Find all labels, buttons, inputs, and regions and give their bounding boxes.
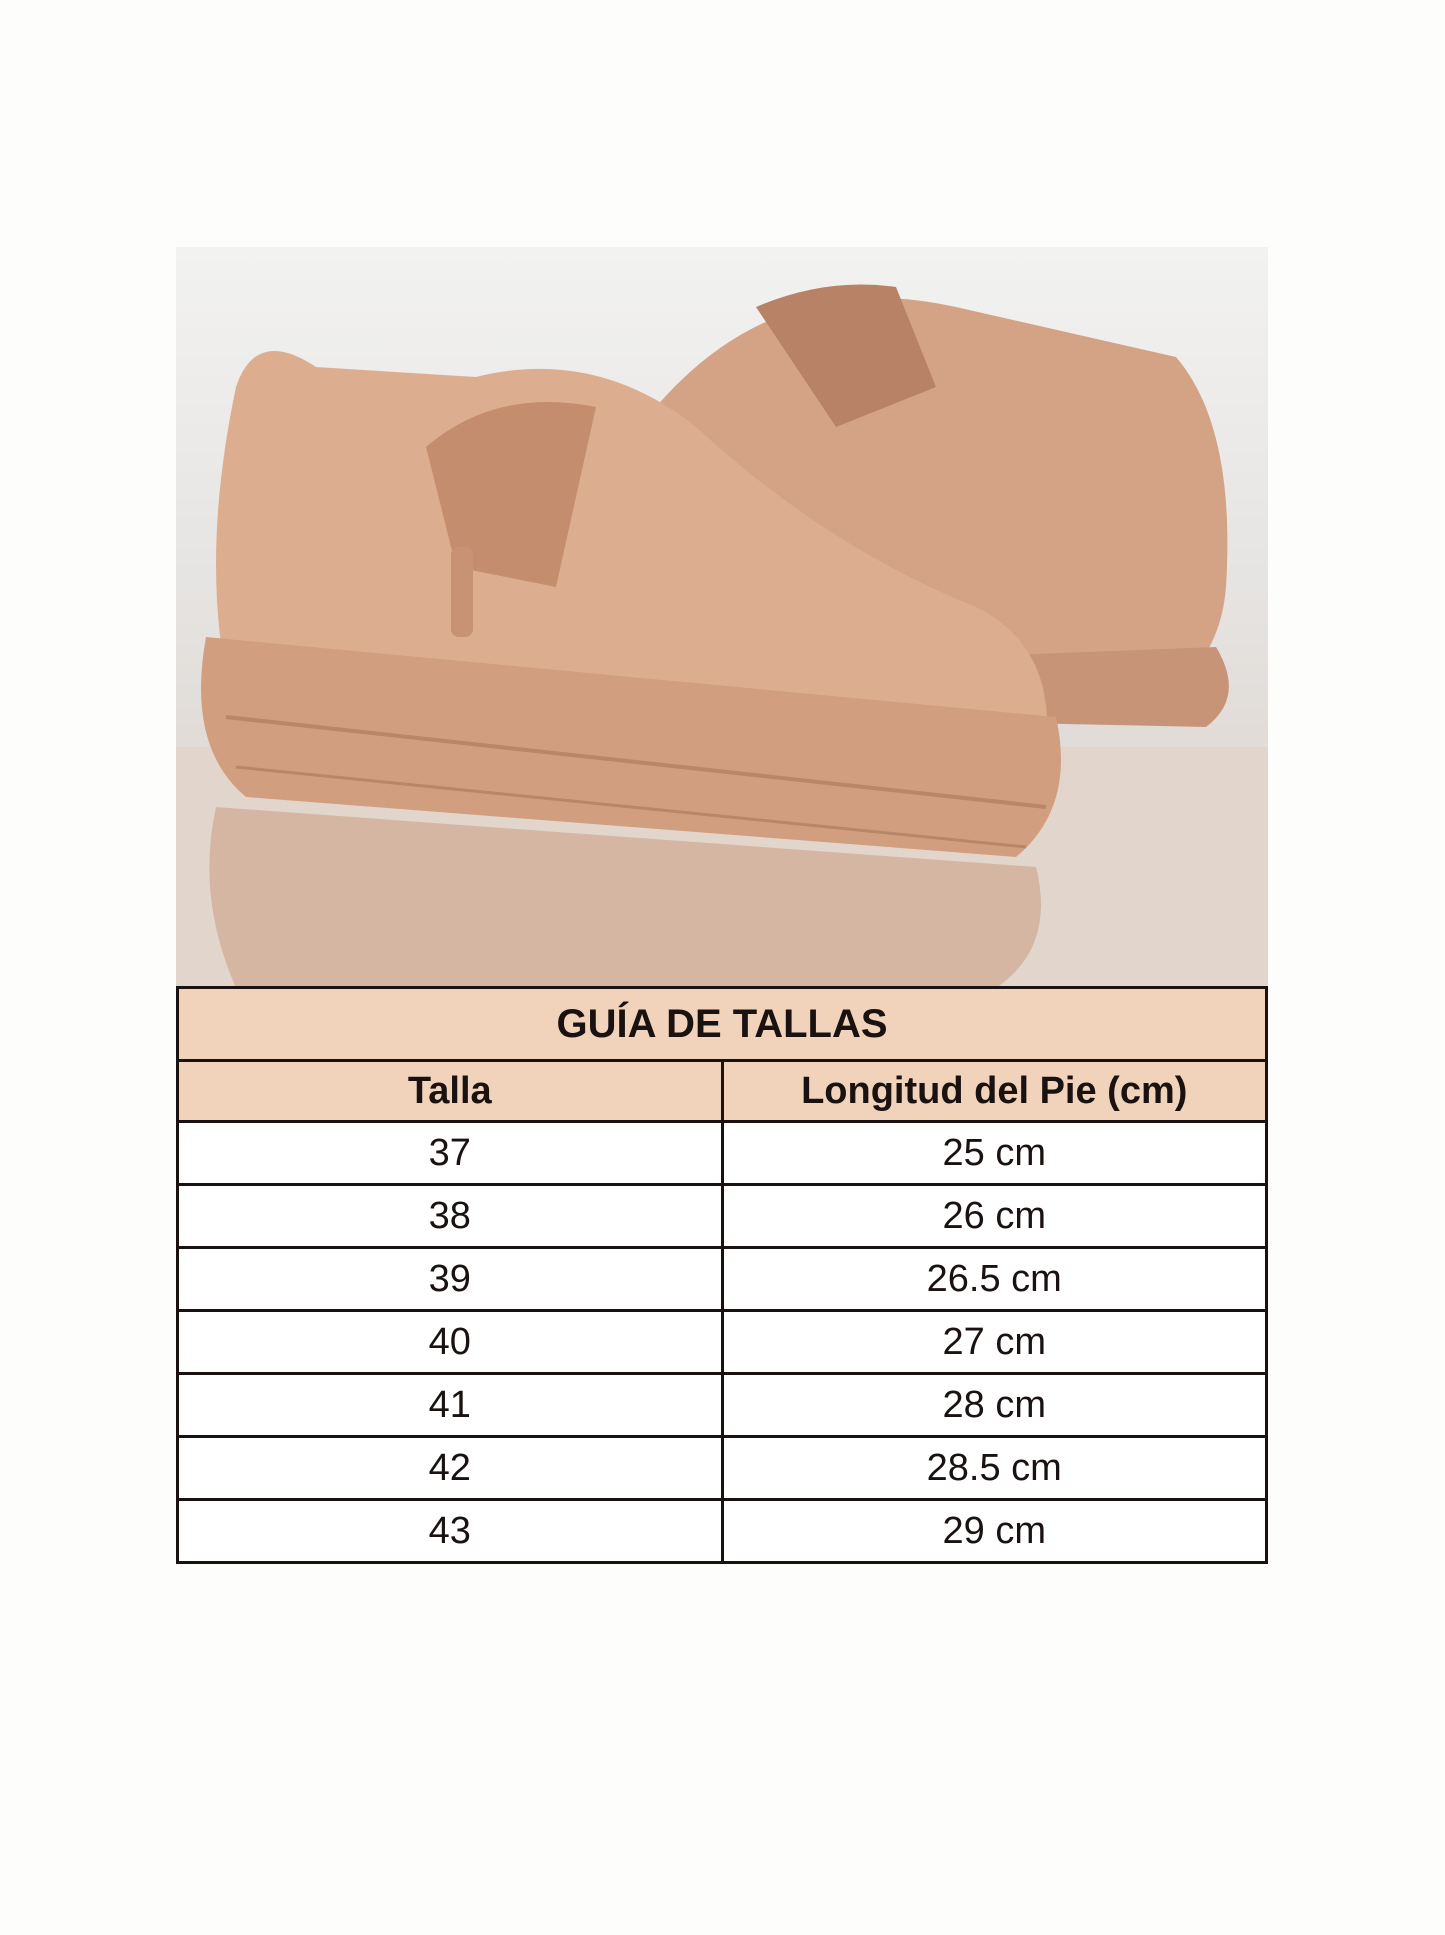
table-row: 38 26 cm xyxy=(176,1183,1268,1249)
length-cell: 27 cm xyxy=(720,1309,1268,1375)
header-longitud: Longitud del Pie (cm) xyxy=(720,1059,1268,1123)
length-cell: 28.5 cm xyxy=(720,1435,1268,1501)
size-cell: 41 xyxy=(176,1372,724,1438)
size-cell: 39 xyxy=(176,1246,724,1312)
table-row: 37 25 cm xyxy=(176,1120,1268,1186)
shoes-photo xyxy=(176,247,1268,988)
table-title: GUÍA DE TALLAS xyxy=(176,986,1268,1062)
front-shoe xyxy=(201,351,1061,857)
size-cell: 37 xyxy=(176,1120,724,1186)
size-cell: 43 xyxy=(176,1498,724,1564)
length-cell: 26.5 cm xyxy=(720,1246,1268,1312)
size-cell: 42 xyxy=(176,1435,724,1501)
length-cell: 26 cm xyxy=(720,1183,1268,1249)
table-row: 40 27 cm xyxy=(176,1309,1268,1375)
table-row: 43 29 cm xyxy=(176,1498,1268,1564)
length-cell: 29 cm xyxy=(720,1498,1268,1564)
header-talla: Talla xyxy=(176,1059,724,1123)
size-cell: 40 xyxy=(176,1309,724,1375)
table-row: 39 26.5 cm xyxy=(176,1246,1268,1312)
length-cell: 25 cm xyxy=(720,1120,1268,1186)
table-row: 41 28 cm xyxy=(176,1372,1268,1438)
size-guide-table: GUÍA DE TALLAS Talla Longitud del Pie (c… xyxy=(176,986,1268,1564)
size-cell: 38 xyxy=(176,1183,724,1249)
table-row: 42 28.5 cm xyxy=(176,1435,1268,1501)
length-cell: 28 cm xyxy=(720,1372,1268,1438)
